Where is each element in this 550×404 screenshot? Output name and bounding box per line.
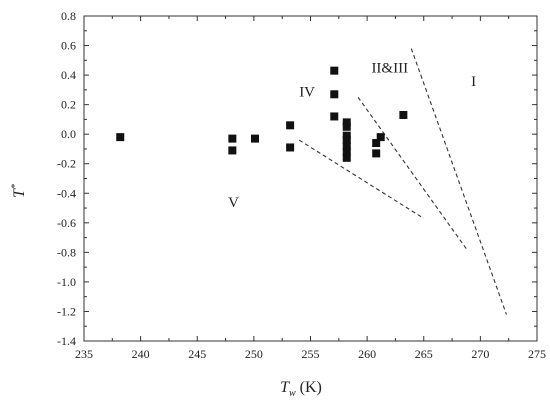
plot-border: [83, 15, 538, 342]
x-axis-title: Tw (K): [280, 379, 322, 399]
data-point: [330, 90, 339, 99]
data-point: [286, 143, 295, 152]
data-point: [342, 118, 351, 127]
region-label: IV: [299, 84, 315, 100]
region-boundaries: [298, 48, 507, 315]
axis-ticks: 235 240 245 250 255 260 265 270 275 0.8 0.6 0.4 0.2 0…: [57, 9, 546, 361]
y-tick-label: -0.2: [57, 157, 76, 171]
y-tick-label: 0.0: [61, 127, 76, 141]
x-tick-label: 245: [188, 347, 206, 361]
x-tick-label: 240: [132, 347, 150, 361]
boundary-line: [298, 139, 425, 219]
x-tick-label: 260: [358, 347, 376, 361]
data-point: [330, 112, 339, 121]
data-point: [116, 133, 125, 142]
y-tick-label: 0.4: [61, 68, 76, 82]
data-point: [399, 110, 408, 119]
data-point: [342, 131, 351, 140]
y-tick-label: -0.8: [57, 245, 76, 259]
boundary-line: [357, 96, 468, 250]
y-tick-label: -0.4: [57, 186, 76, 200]
boundary-line: [410, 48, 507, 315]
data-point: [342, 136, 351, 145]
y-tick-label: -1.0: [57, 275, 76, 289]
region-labels: I II&III IV V: [228, 61, 476, 211]
data-point: [330, 66, 339, 75]
y-tick-label: -1.4: [57, 334, 76, 348]
data-point: [228, 134, 237, 143]
y-tick-label: -0.6: [57, 216, 76, 230]
y-tick-label: -1.2: [57, 304, 76, 318]
data-point: [342, 122, 351, 131]
y-tick-label: 0.2: [61, 98, 76, 112]
data-point: [372, 139, 381, 148]
x-tick-label: 255: [302, 347, 320, 361]
x-tick-label: 270: [471, 347, 489, 361]
x-tick-label: 250: [245, 347, 263, 361]
region-label: II&III: [371, 61, 408, 77]
x-tick-label: 275: [528, 347, 546, 361]
region-label: I: [471, 74, 476, 90]
y-axis-title: T*: [10, 184, 28, 198]
x-tick-label: 235: [75, 347, 93, 361]
x-tick-label: 265: [415, 347, 433, 361]
data-point: [228, 146, 237, 155]
data-point: [372, 149, 381, 158]
data-points: [116, 66, 408, 162]
y-tick-label: 0.6: [61, 39, 76, 53]
data-point: [376, 133, 385, 142]
axis-titles: T* Tw (K): [10, 184, 322, 399]
y-tick-label: 0.8: [61, 9, 76, 23]
data-point: [342, 153, 351, 162]
data-point: [342, 142, 351, 150]
region-label: V: [228, 195, 239, 211]
data-point: [251, 134, 260, 143]
data-point: [286, 121, 295, 130]
data-point: [342, 147, 351, 156]
plot-frame: [83, 15, 538, 342]
